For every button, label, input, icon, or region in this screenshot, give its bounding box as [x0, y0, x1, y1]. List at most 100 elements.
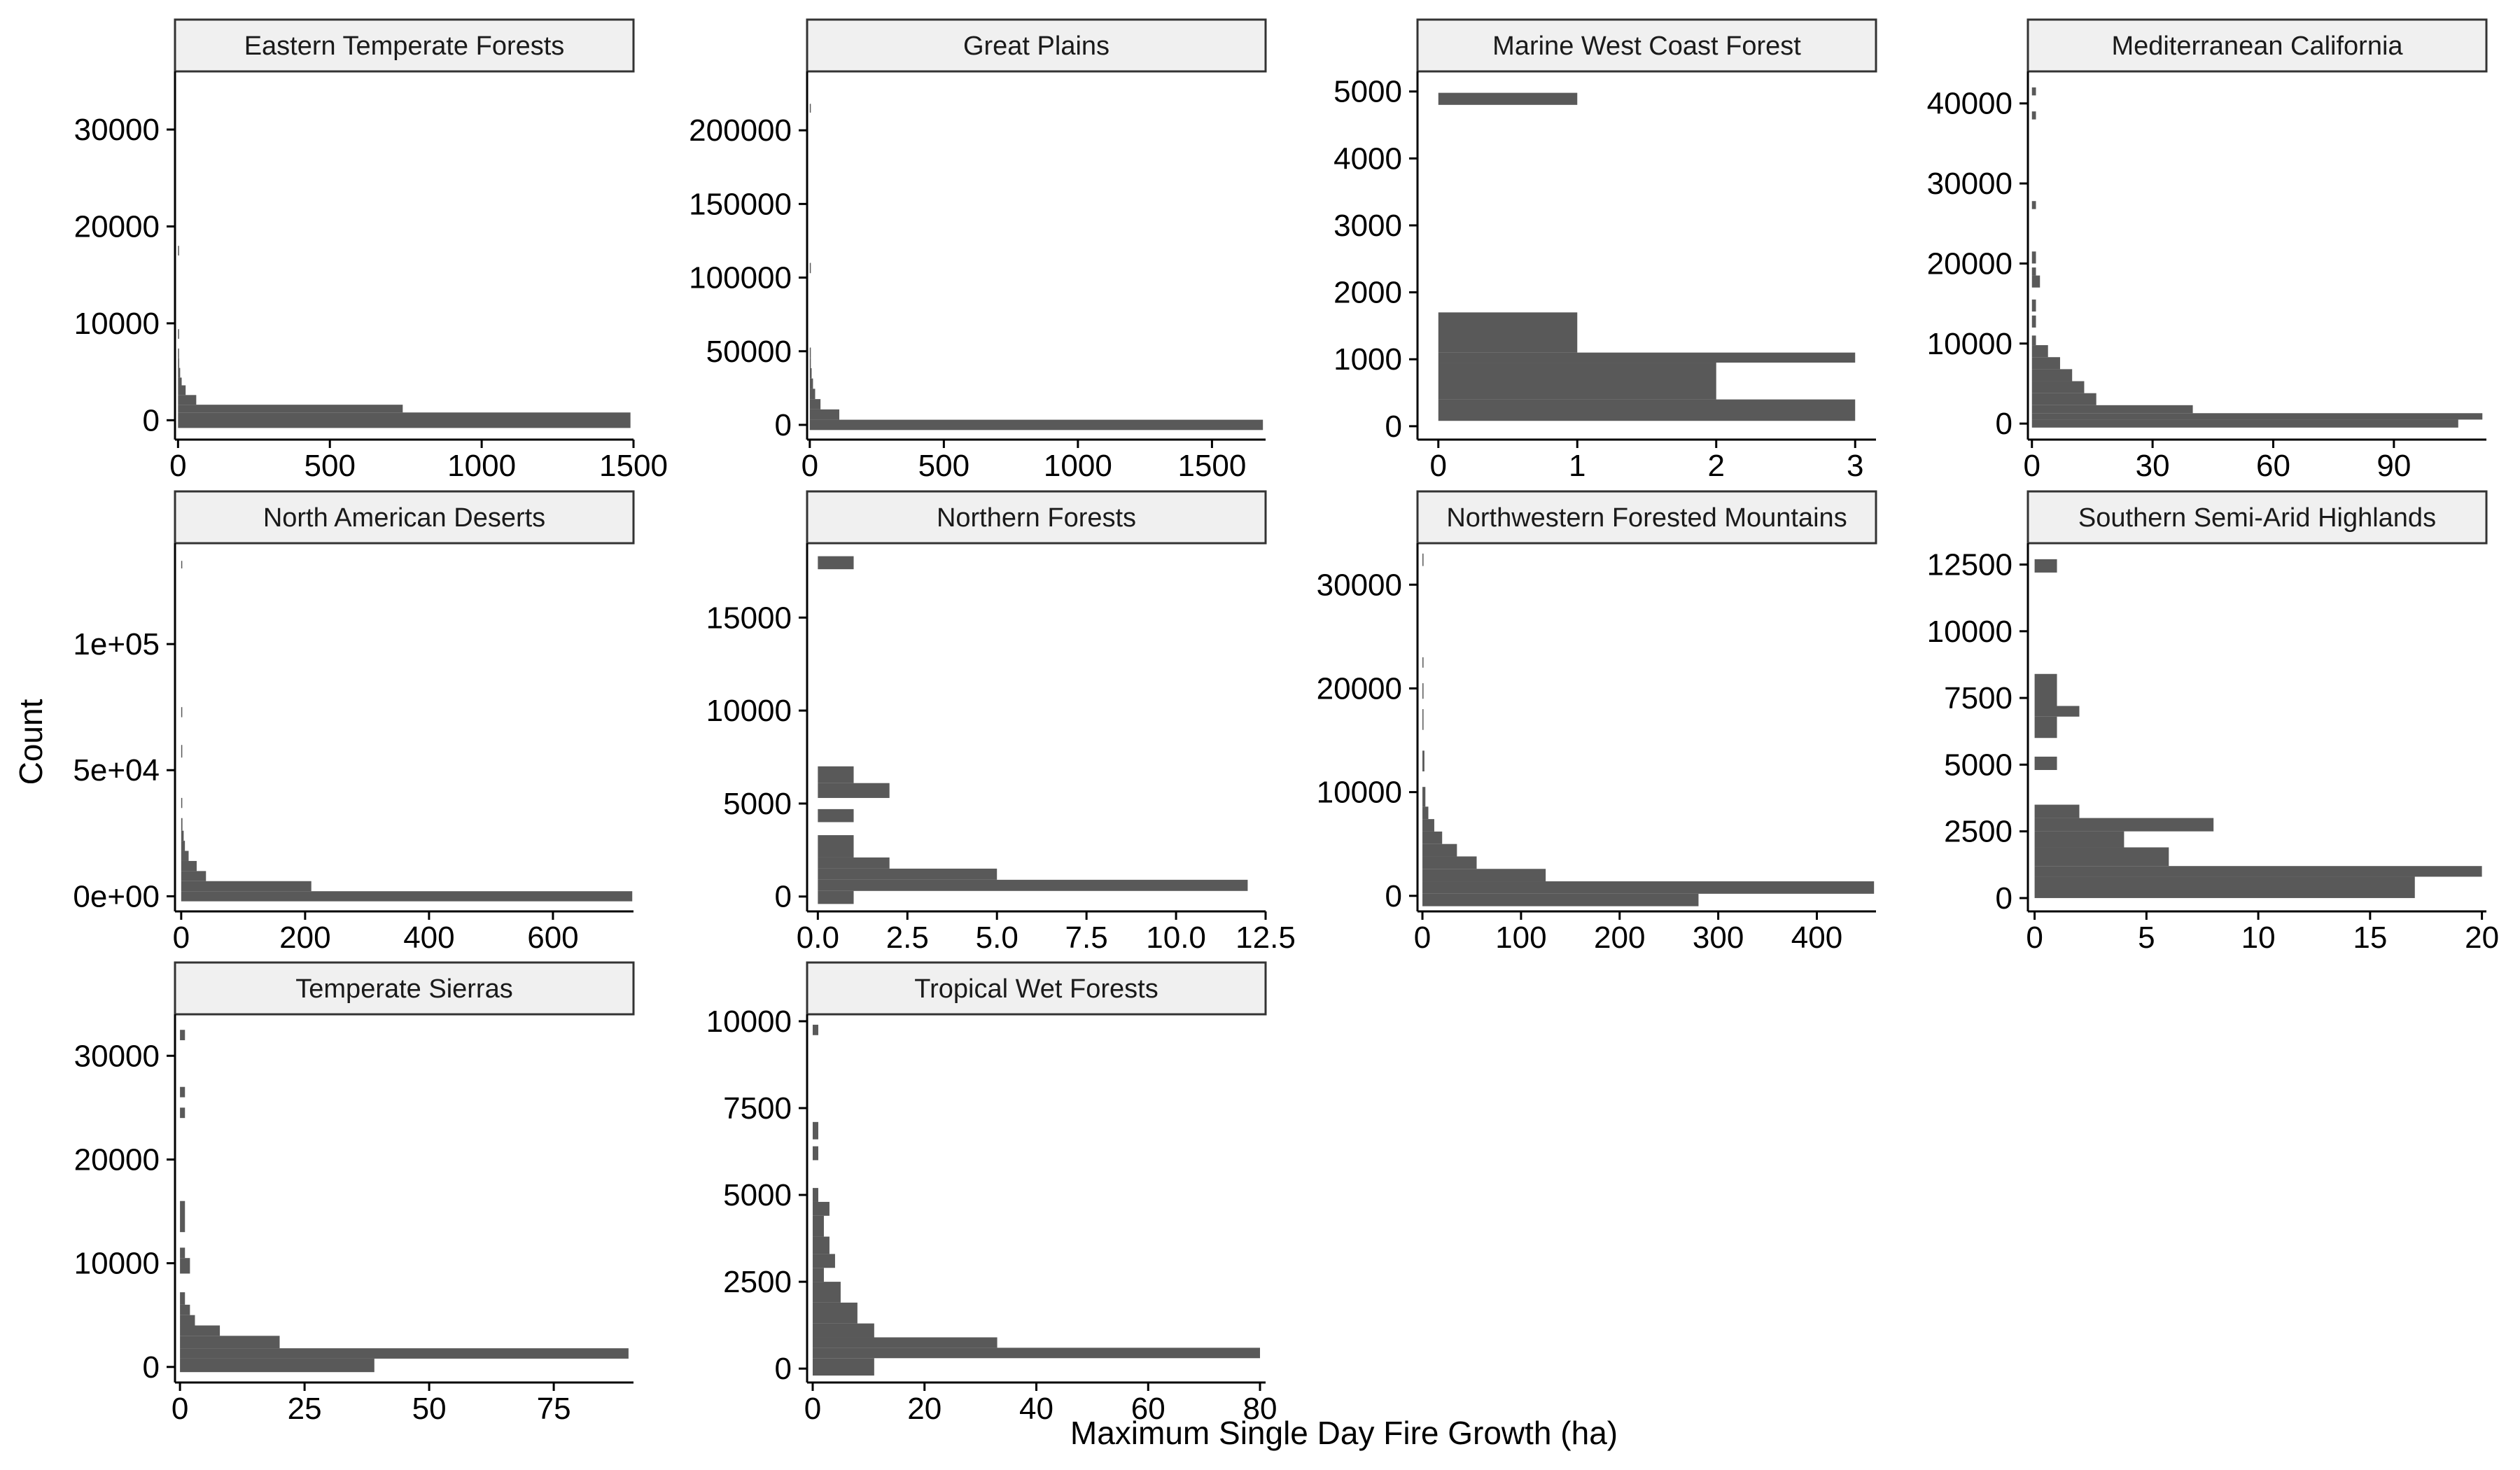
histogram-bar	[1422, 856, 1477, 869]
facet-title: Marine West Coast Forest	[1492, 31, 1801, 61]
x-tick-label: 0	[2026, 920, 2043, 955]
histogram-bar	[178, 246, 179, 255]
y-tick-label: 30000	[74, 1039, 160, 1073]
y-tick-label: 0	[775, 1352, 792, 1386]
histogram-bar	[1438, 363, 1716, 400]
x-tick-label: 500	[304, 449, 356, 483]
x-tick-label: 15	[2353, 920, 2387, 955]
facet-strip	[1416, 18, 1877, 73]
histogram-bar	[1422, 844, 1457, 857]
x-tick-label: 60	[2256, 449, 2290, 483]
x-tick-label: 0	[1430, 449, 1447, 483]
facet-strip	[806, 18, 1267, 73]
histogram-bar	[1438, 312, 1578, 353]
histogram-bar	[181, 830, 184, 841]
y-tick-label: 5000	[1334, 75, 1402, 109]
histogram-bar	[178, 377, 182, 386]
histogram-bar	[178, 395, 197, 405]
histogram-bar	[2031, 299, 2036, 312]
x-axis-title: Maximum Single Day Fire Growth (ha)	[1070, 1415, 1618, 1451]
histogram-bar	[181, 561, 183, 569]
y-tick-label: 10000	[706, 1004, 792, 1039]
histogram-bar	[180, 1358, 374, 1373]
y-tick-label: 12500	[1927, 547, 2012, 582]
y-axis-title: Count	[13, 699, 49, 785]
y-tick-label: 5000	[723, 787, 792, 821]
y-tick-label: 10000	[1927, 615, 2012, 649]
x-tick-label: 0	[1414, 920, 1431, 955]
x-tick-label: 200	[1594, 920, 1645, 955]
histogram-bar	[812, 1188, 818, 1202]
histogram-bar	[809, 368, 812, 379]
y-tick-label: 100000	[689, 261, 792, 295]
histogram-bar	[1438, 399, 1856, 421]
histogram-bar	[180, 1200, 186, 1233]
y-tick-label: 10000	[1317, 776, 1402, 810]
histogram-bar	[1422, 657, 1424, 668]
histogram-bar	[818, 835, 854, 858]
histogram-bar	[180, 1325, 220, 1336]
y-tick-label: 200000	[689, 113, 792, 148]
histogram-bar	[812, 1236, 830, 1254]
histogram-bar	[180, 1107, 186, 1119]
facet-strip	[806, 961, 1267, 1016]
y-tick-label: 0	[1385, 410, 1402, 444]
facet-strip	[2026, 18, 2488, 73]
x-tick-label: 3	[1847, 449, 1863, 483]
histogram-bar	[2034, 706, 2080, 717]
y-tick-label: 30000	[1317, 568, 1402, 602]
histogram-bar	[180, 1292, 186, 1305]
facet-strip	[806, 490, 1267, 545]
histogram-bar	[2034, 847, 2169, 867]
y-tick-label: 5000	[723, 1178, 792, 1212]
x-tick-label: 500	[918, 449, 969, 483]
histogram-bar	[178, 405, 403, 413]
x-tick-label: 100	[1495, 920, 1546, 955]
facet-title: Great Plains	[963, 31, 1110, 61]
histogram-bar	[2031, 357, 2060, 370]
histogram-bar	[2031, 87, 2036, 96]
y-tick-label: 1e+05	[73, 627, 160, 662]
histogram-bar	[2031, 275, 2040, 288]
facet-strip	[2026, 490, 2488, 545]
histogram-bar	[181, 745, 183, 758]
histogram-bar	[2034, 673, 2057, 706]
x-tick-label: 90	[2376, 449, 2411, 483]
x-tick-label: 0	[169, 449, 186, 483]
facet-strip	[1416, 490, 1877, 545]
y-tick-label: 20000	[1317, 671, 1402, 706]
histogram-bar	[818, 783, 890, 798]
y-tick-label: 2000	[1334, 276, 1402, 310]
histogram-bar	[2034, 804, 2080, 818]
y-tick-label: 0e+00	[73, 879, 160, 913]
histogram-bar	[1422, 709, 1424, 730]
histogram-bar	[809, 409, 839, 420]
histogram-bar	[812, 1201, 830, 1216]
y-tick-label: 20000	[74, 1142, 160, 1177]
histogram-bar	[181, 818, 183, 831]
x-tick-label: 60	[1131, 1392, 1166, 1426]
histogram-bar	[2034, 818, 2214, 832]
x-tick-label: 0.0	[797, 920, 839, 955]
histogram-bar	[818, 766, 854, 783]
histogram-bar	[2031, 335, 2036, 346]
facet-strip	[174, 961, 635, 1016]
y-tick-label: 30000	[1927, 167, 2012, 201]
histogram-bar	[2034, 559, 2057, 573]
y-tick-label: 20000	[1927, 246, 2012, 281]
histogram-bar	[1422, 787, 1426, 807]
y-tick-label: 10000	[706, 694, 792, 728]
histogram-bar	[1422, 881, 1875, 894]
histogram-bar	[809, 378, 813, 389]
histogram-bar	[181, 881, 312, 892]
facet-title: North American Deserts	[263, 503, 545, 533]
histogram-bar	[2031, 345, 2048, 358]
x-tick-label: 25	[288, 1392, 322, 1426]
histogram-bar	[180, 1348, 629, 1359]
x-tick-label: 2.5	[886, 920, 929, 955]
histogram-bar	[181, 841, 186, 851]
histogram-bar	[180, 1315, 195, 1326]
histogram-bar	[180, 1030, 186, 1041]
facet-panel: Tropical Wet Forests 0 20 40 60 80 0 2500 5000 75…	[706, 961, 1277, 1426]
facet-panel: North American Deserts 0 200 400 600 0e+00 5e+…	[73, 490, 635, 955]
